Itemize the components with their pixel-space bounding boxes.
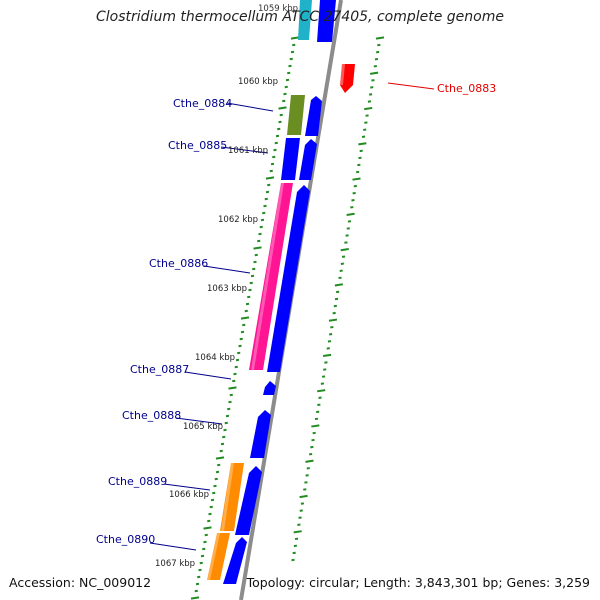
gene-cthe-0884[interactable] — [287, 95, 305, 135]
ruler-tick-label-1060: 1060 kbp — [238, 77, 278, 87]
cds-cthe-0885[interactable] — [299, 139, 317, 180]
gene-label-cthe-0885[interactable]: Cthe_0885 — [168, 139, 227, 152]
top-partial-cyan-gene[interactable] — [298, 0, 312, 40]
gene-label-cthe-0883[interactable]: Cthe_0883 — [437, 82, 496, 95]
cds-cthe-0889[interactable] — [235, 466, 262, 535]
ruler-tick-label-1061: 1061 kbp — [228, 146, 268, 156]
label-leader-cthe-0886 — [203, 265, 251, 274]
map-title: Clostridium thermocellum ATCC 27405, com… — [96, 9, 504, 25]
outer-track-tick — [334, 283, 343, 287]
gene-cthe-0886[interactable] — [249, 183, 293, 370]
outer-track-tick — [317, 389, 326, 393]
outer-track-tick — [352, 177, 361, 181]
inner-track-tick — [240, 316, 250, 320]
gene-label-cthe-0887[interactable]: Cthe_0887 — [130, 363, 189, 376]
top-partial-blue-gene[interactable] — [317, 0, 336, 42]
inner-track-tick — [265, 176, 275, 180]
gene-cthe-0883[interactable] — [340, 64, 355, 93]
label-leader-cthe-0885 — [220, 146, 269, 154]
inner-track-tick — [215, 456, 225, 460]
cds-cthe-0884[interactable] — [305, 96, 322, 136]
inner-track-tick — [278, 106, 287, 110]
inner-track-tick — [190, 596, 200, 600]
outer-track-tick — [322, 353, 332, 358]
gene-label-cthe-0884[interactable]: Cthe_0884 — [173, 97, 232, 110]
genome-summary-text: Topology: circular; Length: 3,843,301 bp… — [246, 575, 590, 590]
outer-track-tick — [305, 459, 314, 463]
gene-label-cthe-0888[interactable]: Cthe_0888 — [122, 409, 181, 422]
label-leader-cthe-0889 — [163, 483, 211, 491]
ruler-tick-label-1064: 1064 kbp — [195, 353, 235, 363]
gene-label-cthe-0890[interactable]: Cthe_0890 — [96, 533, 155, 546]
ruler-tick-label-top: 1059 kbp — [258, 4, 298, 14]
outer-track-tick — [358, 142, 367, 146]
inner-track-tick — [228, 386, 237, 390]
outer-track-tick — [346, 212, 355, 216]
label-leader-cthe-0888 — [175, 417, 223, 425]
gene-label-cthe-0886[interactable]: Cthe_0886 — [149, 257, 208, 270]
outer-track-tick — [311, 424, 320, 428]
outer-track-tick — [369, 71, 379, 75]
inner-track-tick — [253, 246, 262, 250]
outer-track-tick — [340, 248, 349, 252]
accession-text: Accession: NC_009012 — [9, 575, 152, 590]
outer-track-tick — [364, 106, 373, 111]
cds-cthe-0886[interactable] — [267, 185, 310, 372]
label-leader-cthe-0883 — [387, 82, 435, 90]
gene-cthe-0885[interactable] — [281, 138, 300, 180]
gene-cthe-0889[interactable] — [220, 463, 244, 531]
inner-track-tick — [290, 36, 300, 40]
label-leader-cthe-0890 — [149, 542, 197, 551]
inner-dotted-track — [190, 36, 300, 600]
outer-track-tick — [375, 36, 385, 40]
ruler-tick-label-1067: 1067 kbp — [155, 559, 195, 569]
ruler-tick-label-1062: 1062 kbp — [218, 215, 258, 225]
cds-cthe-0890[interactable] — [223, 537, 247, 584]
gene-cthe-0887[interactable] — [263, 381, 276, 395]
outer-track-tick — [293, 530, 302, 534]
inner-track-tick — [203, 526, 212, 530]
outer-track-tick — [328, 318, 338, 322]
gene-cthe-0888[interactable] — [250, 410, 271, 458]
outer-dotted-track — [291, 36, 385, 562]
ruler-tick-label-1066: 1066 kbp — [169, 490, 209, 500]
ruler-tick-label-1063: 1063 kbp — [207, 284, 247, 294]
gene-label-cthe-0889[interactable]: Cthe_0889 — [108, 475, 167, 488]
label-leader-cthe-0884 — [226, 102, 274, 112]
ruler-tick-top-partial: 1059 kbp — [255, 0, 298, 14]
label-leader-cthe-0887 — [184, 371, 232, 380]
kbp-ruler: 1060 kbp 1061 kbp 1062 kbp 1063 kbp 1064… — [155, 77, 278, 569]
ruler-tick-label-1065: 1065 kbp — [183, 422, 223, 432]
outer-track-tick — [299, 494, 308, 499]
gene-cthe-0890[interactable] — [207, 533, 230, 580]
